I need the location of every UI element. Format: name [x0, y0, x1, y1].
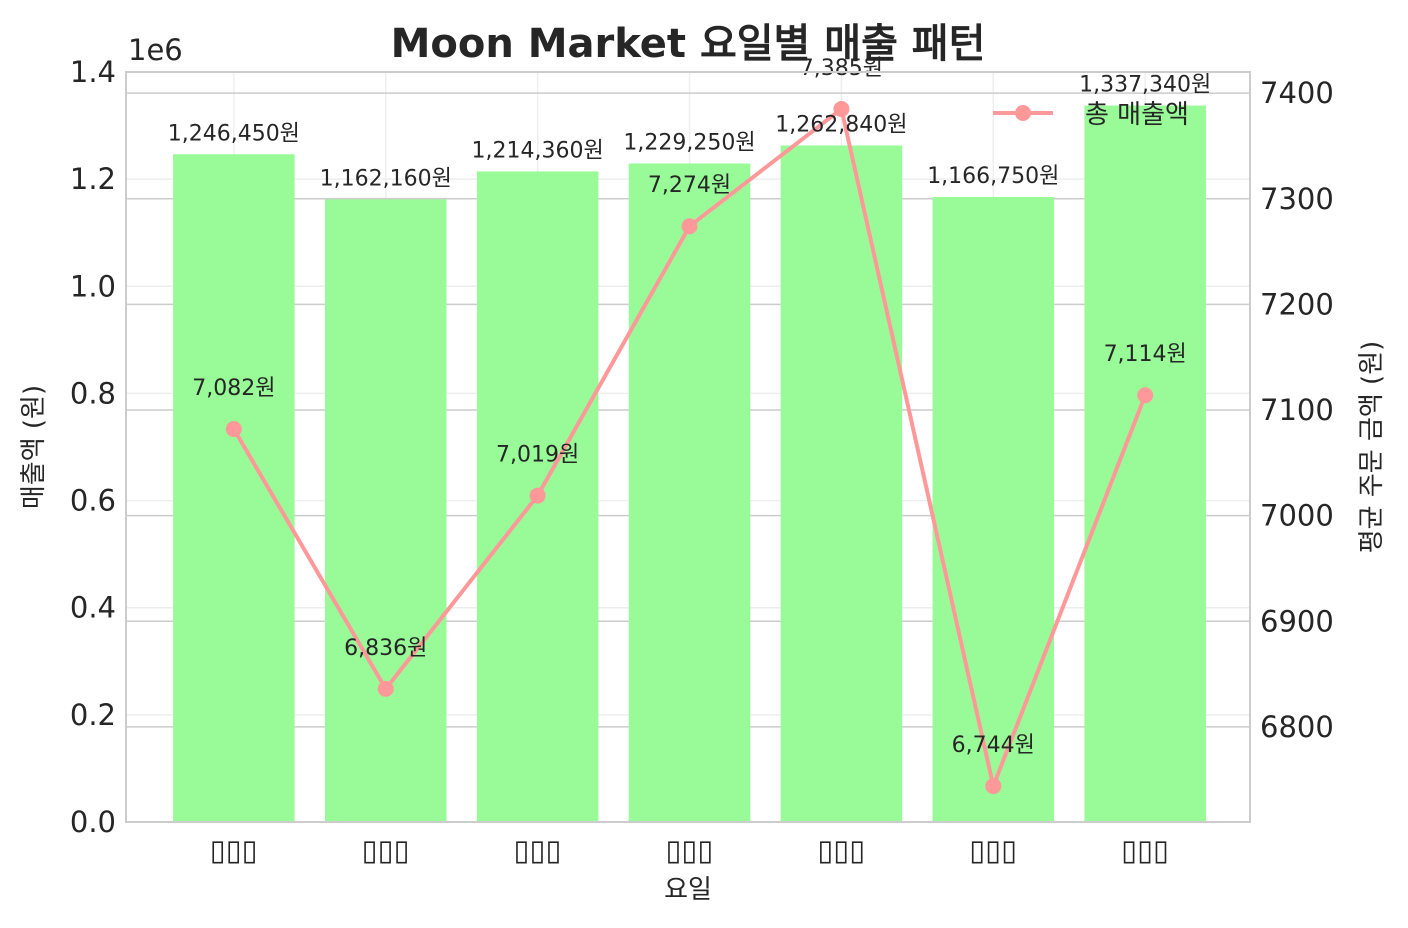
y-right-tick-label: 6800	[1260, 710, 1334, 744]
line-point	[377, 680, 394, 697]
y-right-tick-label: 7000	[1260, 499, 1334, 533]
line-value-label: 6,744원	[952, 733, 1035, 758]
y-right-tick-label: 6900	[1260, 604, 1334, 638]
y-left-tick-label: 0.6	[70, 484, 116, 518]
y-left-tick-label: 0.8	[70, 376, 116, 410]
x-axis-ticks: ▯▯▯ ▯▯▯ ▯▯▯ ▯▯▯ ▯▯▯ ▯▯▯ ▯▯▯	[210, 833, 1169, 867]
bar-data-labels: 1,246,450원 1,162,160원 1,214,360원 1,229,250원…	[168, 73, 1212, 192]
line-value-label: 7,082원	[192, 376, 275, 401]
line-point	[1137, 387, 1154, 404]
y-axis-right-label: 평균 주문 금액 (원)	[1357, 341, 1387, 554]
bar-value-label: 1,162,160원	[320, 166, 452, 191]
line-value-label: 7,274원	[648, 173, 731, 198]
line-point	[225, 421, 242, 438]
bar	[780, 145, 903, 822]
line-series	[225, 100, 1154, 795]
y-left-tick-label: 1.0	[70, 269, 116, 303]
x-tick-label: ▯▯▯	[666, 833, 714, 867]
bar	[1084, 105, 1206, 822]
y-left-tick-label: 0.4	[70, 591, 116, 625]
y-right-tick-label: 7200	[1260, 287, 1334, 321]
line-value-label: 6,836원	[344, 636, 427, 661]
legend-entry-label: 총 매출액	[1085, 100, 1189, 130]
line-value-label: 7,385원	[800, 56, 883, 81]
y-right-tick-label: 7100	[1260, 393, 1334, 427]
bar-series	[173, 105, 1206, 823]
bar	[173, 154, 295, 823]
line-data-labels: 7,082원 6,836원 7,019원 7,274원 7,385원 6,744원 7,11…	[192, 56, 1187, 758]
x-tick-label: ▯▯▯	[362, 833, 410, 867]
line-point	[985, 778, 1002, 795]
bar	[932, 196, 1055, 823]
bar-value-label: 1,166,750원	[927, 164, 1059, 189]
y-left-tick-label: 0.0	[70, 805, 116, 839]
plot-frame	[125, 71, 1251, 823]
y-left-tick-label: 1.4	[70, 55, 116, 89]
bar	[324, 199, 447, 822]
bar-value-label: 1,246,450원	[168, 121, 300, 146]
y-axis-right-ticks: 6800 6900 7000 7100 7200 7300 7400	[1260, 76, 1334, 744]
y-right-tick-label: 7300	[1260, 182, 1334, 216]
x-axis-label: 요일	[664, 875, 712, 905]
bar-value-label: 1,214,360원	[472, 138, 604, 163]
x-tick-label: ▯▯▯	[210, 833, 258, 867]
bar	[628, 163, 751, 823]
legend-marker-swatch	[1015, 105, 1031, 121]
y-right-tick-label: 7400	[1260, 76, 1334, 110]
x-tick-label: ▯▯▯	[817, 833, 865, 867]
y-axis-left-ticks: 0.0 0.2 0.4 0.6 0.8 1.0 1.2 1.4	[70, 55, 116, 839]
bar-value-label: 1,262,840원	[775, 112, 907, 137]
legend: 총 매출액	[993, 100, 1189, 130]
bar-value-label: 1,337,340원	[1079, 73, 1211, 98]
line-value-label: 7,114원	[1104, 342, 1187, 367]
y-axis-left-label: 매출액 (원)	[19, 385, 49, 509]
line-point	[529, 487, 546, 504]
chart-title: Moon Market 요일별 매출 패턴	[391, 21, 986, 67]
y-axis-offset-label: 1e6	[128, 33, 183, 67]
line-point	[681, 218, 698, 235]
line-point	[833, 100, 850, 117]
x-tick-label: ▯▯▯	[514, 833, 562, 867]
x-tick-label: ▯▯▯	[1121, 833, 1169, 867]
y-left-tick-label: 1.2	[70, 162, 116, 196]
line-value-label: 7,019원	[496, 443, 579, 468]
y-left-tick-label: 0.2	[70, 698, 116, 732]
bar-value-label: 1,229,250원	[623, 130, 755, 155]
x-tick-label: ▯▯▯	[969, 833, 1017, 867]
